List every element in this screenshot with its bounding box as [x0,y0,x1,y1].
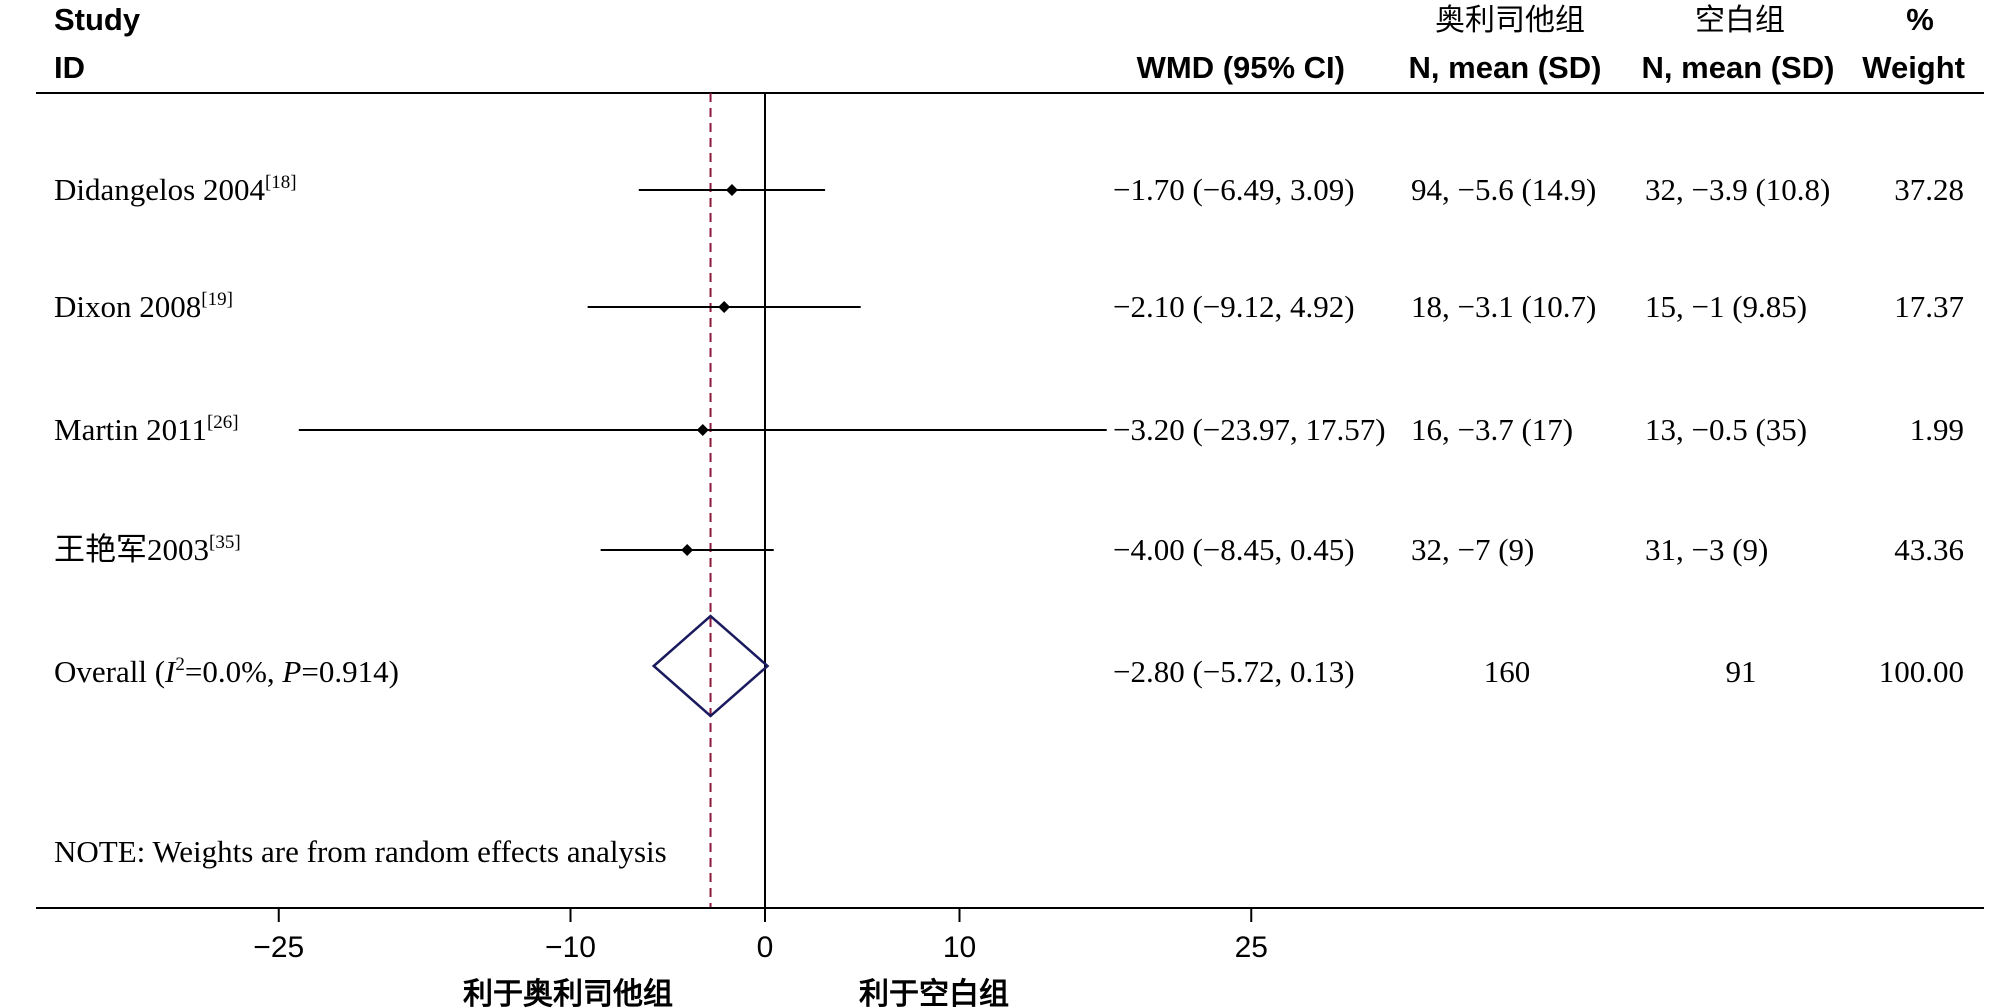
weights-note: NOTE: Weights are from random effects an… [54,834,667,869]
study-label: 王艳军2003[35] [54,532,241,567]
overall-group2: 91 [1726,654,1757,689]
overall-weight: 100.00 [1879,654,1964,689]
study-wmd: −2.10 (−9.12, 4.92) [1113,289,1355,324]
header-weight-bottom: Weight [1862,50,1965,85]
header-group1-sub: N, mean (SD) [1409,50,1602,85]
study-rows: Didangelos 2004[18] −1.70 (−6.49, 3.09) 94… [54,172,1964,567]
header-group2-name: 空白组 [1695,3,1785,38]
overall-label: Overall (I2=0.0%, P=0.914) [54,654,399,689]
x-tick-label: 10 [943,931,976,964]
study-group2: 15, −1 (9.85) [1645,289,1807,324]
study-group1: 94, −5.6 (14.9) [1411,172,1596,207]
study-label: Dixon 2008[19] [54,289,233,324]
study-label: Didangelos 2004[18] [54,172,297,207]
favors-right-label: 利于空白组 [859,977,1009,1008]
study-weight: 43.36 [1894,532,1964,567]
overall-group1: 160 [1484,654,1531,689]
x-tick-label: 25 [1235,931,1268,964]
header-group2-sub: N, mean (SD) [1642,50,1835,85]
x-tick-label: −10 [545,931,596,964]
header-group1-name: 奥利司他组 [1435,3,1585,38]
study-weight: 37.28 [1894,172,1964,207]
point-estimate-marker [718,301,731,313]
study-group2: 31, −3 (9) [1645,532,1768,567]
overall-wmd: −2.80 (−5.72, 0.13) [1113,654,1355,689]
study-group1: 18, −3.1 (10.7) [1411,289,1596,324]
header-study: Study [54,2,141,37]
x-axis-ticks: −25 −10 0 10 25 [253,908,1268,964]
x-tick-label: −25 [253,931,304,964]
study-weight: 17.37 [1894,289,1964,324]
point-estimate-marker [696,424,709,436]
study-group1: 16, −3.7 (17) [1411,412,1573,447]
pooled-estimate-diamond [651,614,770,718]
study-group1: 32, −7 (9) [1411,532,1534,567]
study-group2: 13, −0.5 (35) [1645,412,1807,447]
point-estimate-marker [681,544,694,556]
study-wmd: −4.00 (−8.45, 0.45) [1113,532,1355,567]
favors-left-label: 利于奥利司他组 [463,977,673,1008]
study-label: Martin 2011[26] [54,412,239,447]
x-tick-label: 0 [757,931,774,964]
study-wmd: −3.20 (−23.97, 17.57) [1113,412,1386,447]
study-wmd: −1.70 (−6.49, 3.09) [1113,172,1355,207]
study-group2: 32, −3.9 (10.8) [1645,172,1830,207]
header-id: ID [54,50,85,85]
study-weight: 1.99 [1910,412,1964,447]
header-wmd: WMD (95% CI) [1137,50,1345,85]
point-estimate-marker [725,184,738,196]
header-weight-top: % [1906,2,1934,37]
